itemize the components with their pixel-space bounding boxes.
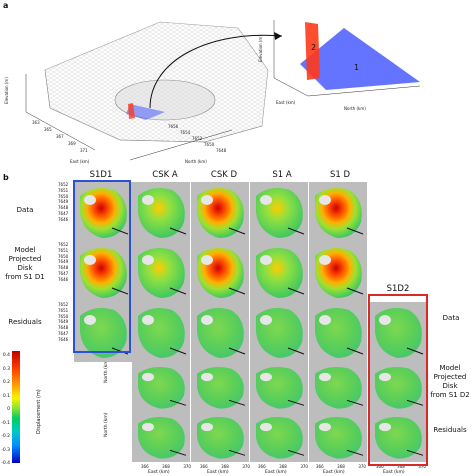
- inset-disk2-number: 2: [311, 43, 316, 52]
- map-tile: [74, 242, 132, 302]
- map-tile: [191, 242, 249, 302]
- map-tile: [309, 242, 367, 302]
- x-ticks-bottom-5: 366 368 370: [376, 464, 426, 469]
- x-axis-label-bottom-4: East (km): [323, 470, 345, 475]
- main-north-label: North (km): [185, 159, 207, 164]
- inset-disk1: [300, 28, 420, 90]
- map-tile: [74, 182, 132, 242]
- map-tile: [250, 182, 308, 242]
- y-ticks-row3: 7652 7651 7650 7649 7648 7647 7646: [58, 302, 69, 342]
- map-tile: [369, 302, 427, 362]
- col-header-s1d1: S1D1: [89, 170, 113, 180]
- svg-text:7656: 7656: [168, 124, 179, 129]
- map-tile: [250, 412, 308, 462]
- main-north-ticks: 7656 7654 7652 7650 7648: [168, 124, 227, 153]
- map-tile: [132, 412, 190, 462]
- map-tile: [250, 302, 308, 362]
- svg-text:365: 365: [44, 127, 52, 132]
- map-tile: [132, 242, 190, 302]
- y-ticks-row2: 7652 7651 7650 7649 7648 7647 7646: [58, 242, 69, 282]
- map-tile: [191, 412, 249, 462]
- disk2-shape: [128, 103, 135, 119]
- svg-text:7650: 7650: [204, 142, 215, 147]
- x-ticks-bottom-2: 366 368 370: [200, 464, 250, 469]
- svg-text:369: 369: [68, 141, 76, 146]
- svg-text:7654: 7654: [180, 130, 191, 135]
- map-tile: [191, 182, 249, 242]
- x-axis-label-bottom-5: East (km): [383, 470, 405, 475]
- svg-text:7648: 7648: [216, 148, 227, 153]
- map-tile: [309, 412, 367, 462]
- col-header-s1-a: S1 A: [272, 170, 292, 180]
- inset-elevation-label: Elevation (m): [258, 35, 263, 62]
- inset-disk2: [305, 22, 320, 80]
- colorbar-ticks: 0.4 0.3 0.2 0.1 0 -0.1 -0.2 -0.3 -0.4: [1, 353, 10, 466]
- x-ticks-bottom-3: 366 368 370: [258, 464, 308, 469]
- main-east-ticks: 363 365 367 369 371: [32, 120, 88, 153]
- x-axis-label-bottom-2: East (km): [207, 470, 229, 475]
- map-tile: [309, 182, 367, 242]
- disk1-shape: [126, 104, 165, 120]
- row-label-model-right: Model Projected Disk from S1 D2: [430, 364, 470, 399]
- s1d2-frame: [368, 294, 428, 466]
- inset-north-label: North (km): [344, 106, 366, 111]
- main-elevation-label: Elevation (m): [4, 77, 9, 104]
- svg-text:367: 367: [56, 134, 64, 139]
- x-ticks-bottom-1: 366 368 370: [141, 464, 191, 469]
- map-tile: [250, 362, 308, 412]
- row-label-residuals-left: Residuals: [8, 318, 42, 326]
- col-header-s1-d: S1 D: [329, 170, 351, 180]
- colorbar: [12, 351, 20, 463]
- col-header-s1d2: S1D2: [386, 284, 410, 294]
- map-tile: [250, 242, 308, 302]
- x-axis-label-bottom-3: East (km): [265, 470, 287, 475]
- row-label-data-left: Data: [16, 206, 34, 214]
- panel-a-letter: a: [3, 1, 9, 10]
- svg-text:363: 363: [32, 120, 40, 125]
- main-east-label: East (km): [70, 159, 90, 164]
- colorbar-label: Displacement (m): [36, 389, 42, 434]
- panel-a-figure: Elevation (m) East (km) North (km) 363 3…: [4, 20, 421, 164]
- x-axis-label-bottom-1: East (km): [148, 470, 170, 475]
- col-header-csk-d: CSK D: [210, 170, 238, 180]
- panel-b-letter: b: [3, 173, 9, 182]
- svg-text:7652: 7652: [192, 136, 203, 141]
- map-tile: [369, 412, 427, 462]
- svg-text:371: 371: [80, 148, 88, 153]
- row-label-model-left: Model Projected Disk from S1 D1: [5, 246, 45, 281]
- map-tile: [132, 182, 190, 242]
- s1d1-frame: [73, 180, 131, 353]
- x-ticks-bottom-4: 366 368 370: [316, 464, 366, 469]
- inset-east-label: East (km): [276, 100, 296, 105]
- map-tile: [191, 302, 249, 362]
- inset-disk1-number: 1: [354, 63, 359, 72]
- col-header-csk-a: CSK A: [152, 170, 178, 180]
- row-label-residuals-right: Residuals: [433, 426, 467, 434]
- map-tile: [132, 362, 190, 412]
- zoom-arrow: [149, 34, 283, 109]
- map-tile: [309, 302, 367, 362]
- y-ticks-row1: 7652 7651 7650 7649 7648 7647 7646: [58, 182, 69, 222]
- map-tile: [309, 362, 367, 412]
- map-tile: [132, 302, 190, 362]
- y-axis-label-1: North (km): [104, 358, 109, 383]
- y-axis-label-2: North (km): [104, 412, 109, 437]
- map-tile: [369, 362, 427, 412]
- row-label-data-right: Data: [442, 314, 460, 322]
- map-tile: [191, 362, 249, 412]
